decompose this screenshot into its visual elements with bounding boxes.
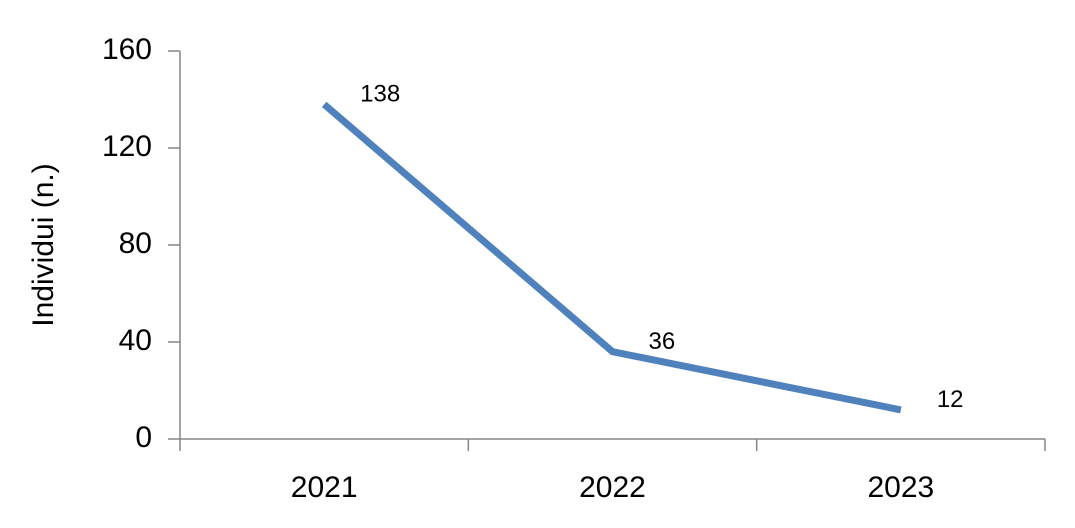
data-label: 12: [937, 386, 964, 413]
y-tick-label: 120: [102, 130, 152, 163]
line: [321, 101, 902, 414]
x-tick-label: 2022: [579, 471, 646, 504]
data-label: 138: [360, 81, 400, 108]
y-axis-title: Individui (n.): [27, 163, 60, 326]
data-label: 36: [649, 328, 676, 355]
y-tick-label: 40: [119, 324, 152, 357]
y-tick-label: 160: [102, 33, 152, 66]
x-tick-label: 2023: [867, 471, 934, 504]
y-tick-label: 80: [119, 227, 152, 260]
y-tick-label: 0: [135, 421, 152, 454]
x-tick-label: 2021: [291, 471, 358, 504]
